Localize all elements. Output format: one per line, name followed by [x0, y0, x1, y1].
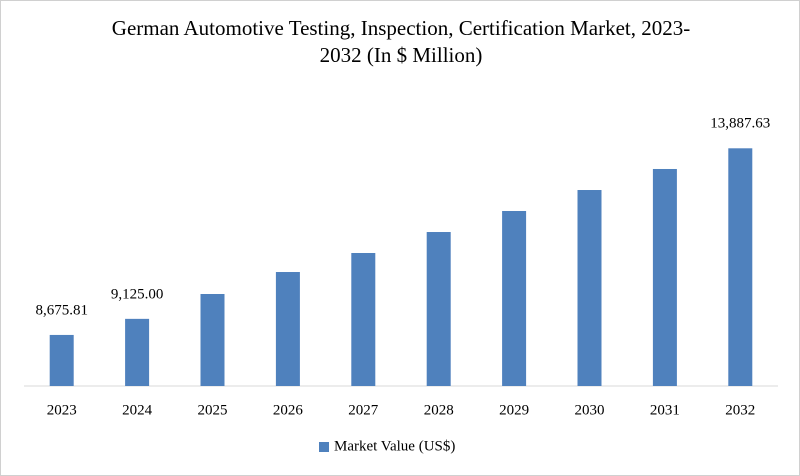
x-tick-label: 2032	[725, 402, 755, 418]
bar	[351, 252, 376, 386]
legend-label: Market Value (US$)	[334, 438, 455, 454]
x-tick-label: 2031	[650, 402, 680, 418]
x-tick-label: 2029	[499, 402, 529, 418]
x-tick-label: 2025	[198, 402, 228, 418]
x-tick-label: 2030	[575, 402, 605, 418]
bar	[275, 272, 300, 386]
data-label: 8,675.81	[35, 302, 88, 318]
data-label: 13,887.63	[710, 116, 770, 132]
bar	[728, 148, 753, 386]
bar	[49, 334, 74, 386]
x-tick-label: 2028	[424, 402, 454, 418]
bar	[652, 168, 677, 386]
bar	[577, 190, 602, 386]
x-tick-label: 2023	[47, 402, 77, 418]
data-label: 9,125.00	[111, 286, 164, 302]
chart-title: German Automotive Testing, Inspection, C…	[111, 16, 691, 67]
bar	[426, 232, 451, 386]
x-tick-label: 2027	[348, 402, 379, 418]
bar	[502, 210, 527, 386]
x-tick-label: 2024	[122, 402, 153, 418]
legend-swatch	[319, 442, 329, 452]
bar	[200, 294, 225, 386]
bar	[125, 318, 150, 386]
x-tick-label: 2026	[273, 402, 304, 418]
